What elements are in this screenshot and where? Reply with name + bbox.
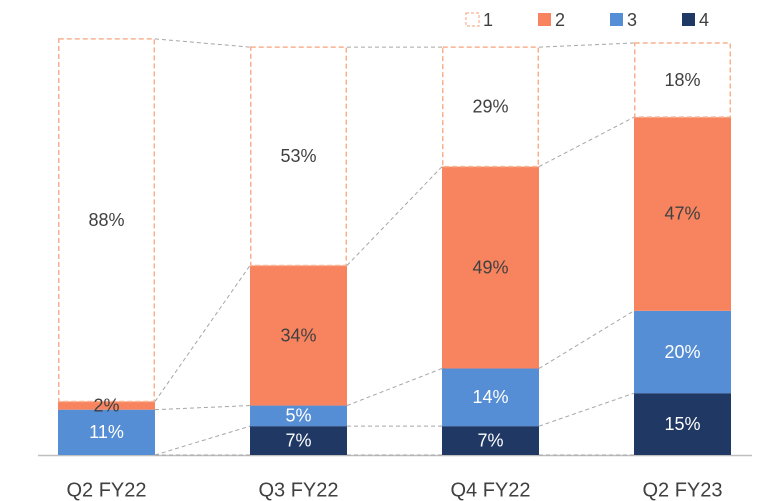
x-tick-label: Q3 FY22 (258, 479, 338, 501)
legend-label: 4 (699, 10, 709, 30)
data-label: 7% (477, 430, 503, 450)
connector (538, 310, 635, 369)
legend-label: 2 (555, 10, 565, 30)
data-label: 49% (472, 257, 508, 277)
bar-segment (634, 310, 731, 394)
bar-segment (250, 265, 347, 406)
bar-segment (58, 401, 155, 410)
connector (538, 392, 635, 427)
data-label: 34% (280, 325, 316, 345)
bar-segment (58, 38, 155, 403)
connector (538, 116, 635, 168)
bar-segment (250, 426, 347, 455)
data-label: 29% (472, 97, 508, 117)
legend-swatch (538, 13, 551, 26)
legend-label: 3 (627, 10, 637, 30)
connector (154, 425, 251, 456)
legend-swatch (682, 13, 695, 26)
data-label: 88% (88, 210, 124, 230)
connector (346, 368, 443, 407)
bar-segment (442, 46, 539, 168)
data-label: 20% (664, 342, 700, 362)
legend-swatch (465, 12, 480, 27)
bar-segment (442, 368, 539, 427)
data-label: 15% (664, 414, 700, 434)
data-label: 18% (664, 70, 700, 90)
bar-segment (634, 117, 731, 311)
data-label: 14% (472, 387, 508, 407)
bar-segment (442, 426, 539, 455)
data-label: 5% (285, 406, 311, 426)
data-label: 7% (285, 430, 311, 450)
x-tick-label: Q4 FY22 (450, 479, 530, 501)
connector (154, 405, 251, 411)
x-tick-label: Q2 FY22 (66, 479, 146, 501)
connector (346, 166, 443, 266)
data-label: 47% (664, 204, 700, 224)
legend-swatch (610, 13, 623, 26)
bar-segment (250, 405, 347, 427)
connector (154, 38, 251, 48)
legend-label: 1 (483, 10, 493, 30)
data-label: 53% (280, 146, 316, 166)
connector (538, 42, 635, 48)
bar-segment (58, 409, 155, 455)
connector (154, 265, 251, 402)
data-label: 2% (93, 395, 119, 415)
bar-segment (442, 166, 539, 369)
data-label: 11% (89, 422, 124, 442)
bar-segment (634, 393, 731, 455)
bar-segment (634, 42, 731, 118)
bar-segment (250, 46, 347, 267)
x-tick-label: Q2 FY23 (642, 479, 722, 501)
